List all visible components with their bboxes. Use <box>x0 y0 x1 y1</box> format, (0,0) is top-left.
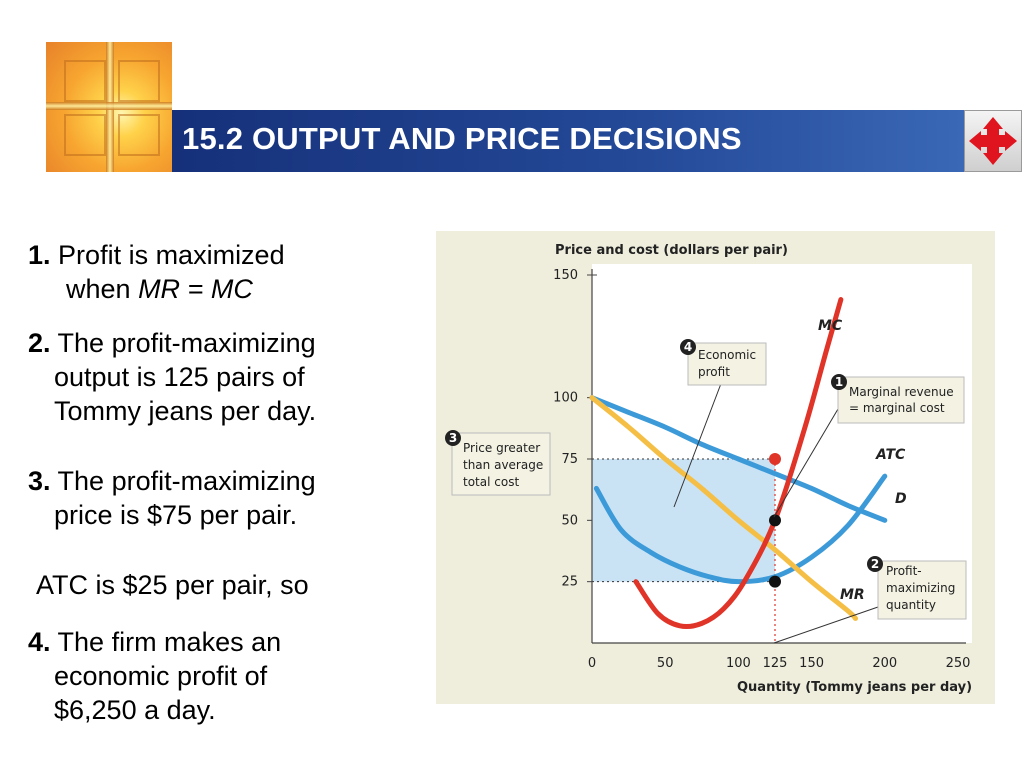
mc-label: MC <box>818 318 843 334</box>
point-4-text: The firm makes an <box>57 627 282 657</box>
mr-curve <box>589 395 859 621</box>
point-2-line-3: Tommy jeans per day. <box>54 396 317 426</box>
point-3-number: 3. <box>28 466 51 496</box>
x-tick-label-100: 100 <box>726 656 751 671</box>
x-tick-label-125: 125 <box>763 656 788 671</box>
annotation-4-line-2: profit <box>698 365 730 379</box>
annotation-1-number: 1 <box>835 375 843 389</box>
point-1-equation: MR = MC <box>138 274 253 304</box>
y-axis-label: Price and cost (dollars per pair) <box>555 243 788 258</box>
annotation-1-line-1: Marginal revenue <box>849 385 954 399</box>
annotation-4: 4 Economic profit <box>673 339 767 508</box>
chart-panel: 0 50 100 125 150 200 250 150 100 75 50 25 Price and… <box>436 231 995 704</box>
annotation-2-line-3: quantity <box>886 598 936 612</box>
point-2-text: The profit-maximizing <box>57 328 316 358</box>
y-tick-label-75: 75 <box>561 452 578 467</box>
point-1: 1. Profit is maximized when MR = MC <box>28 238 285 306</box>
annotation-2-number: 2 <box>871 557 879 571</box>
y-tick-label-150: 150 <box>553 268 578 283</box>
x-axis-label: Quantity (Tommy jeans per day) <box>737 680 972 695</box>
annotation-1-badge <box>831 374 847 390</box>
window-cross-logo <box>46 42 172 172</box>
slide-title: 15.2 OUTPUT AND PRICE DECISIONS <box>182 121 742 156</box>
annotation-3: 3 Price greater than average total cost <box>445 430 551 496</box>
annotation-4-number: 4 <box>684 340 692 354</box>
point-atc: ATC is $25 per pair, so <box>36 568 309 602</box>
point-3: 3. The profit-maximizing price is $75 pe… <box>28 464 316 532</box>
annotation-3-line-1: Price greater <box>463 441 540 455</box>
point-atc-text: ATC is $25 per pair, so <box>36 570 309 600</box>
equilibrium-point-3 <box>769 575 781 588</box>
equilibrium-point-2 <box>769 514 781 527</box>
point-3-text: The profit-maximizing <box>57 466 316 496</box>
annotation-3-number: 3 <box>449 431 457 445</box>
demand-curve <box>589 395 888 523</box>
annotation-4-badge <box>680 339 696 355</box>
y-tick-label-25: 25 <box>561 575 578 590</box>
economic-profit-area <box>592 459 775 582</box>
point-1-text-2: when <box>66 274 139 304</box>
point-4-line-3: $6,250 a day. <box>54 695 216 725</box>
x-tick-label-250: 250 <box>946 656 971 671</box>
annotation-2: 2 Profit- maximizing quantity <box>773 556 967 644</box>
annotation-1: 1 Marginal revenue = marginal cost <box>773 374 965 518</box>
annotation-1-line-2: = marginal cost <box>849 401 945 415</box>
annotation-3-line-2: than average <box>463 458 543 472</box>
point-4-line-2: economic profit of <box>54 661 268 691</box>
annotation-3-line-3: total cost <box>463 475 519 489</box>
x-tick-label-150: 150 <box>799 656 824 671</box>
profit-chart: 0 50 100 125 150 200 250 150 100 75 50 25 Price and… <box>445 243 972 695</box>
x-tick-label-0: 0 <box>588 656 596 671</box>
y-tick-label-100: 100 <box>553 391 578 406</box>
annotation-4-line-1: Economic <box>698 348 756 362</box>
four-way-arrow-icon <box>969 117 1017 165</box>
equilibrium-point-1 <box>769 453 781 465</box>
atc-label: ATC <box>875 447 906 463</box>
title-bar: 15.2 OUTPUT AND PRICE DECISIONS <box>172 110 964 172</box>
point-1-number: 1. <box>28 240 51 270</box>
mr-label: MR <box>840 587 865 603</box>
point-2: 2. The profit-maximizing output is 125 p… <box>28 326 316 428</box>
annotation-2-badge <box>867 556 883 572</box>
point-4-number: 4. <box>28 627 51 657</box>
annotation-2-line-2: maximizing <box>886 581 955 595</box>
point-3-line-2: price is $75 per pair. <box>54 500 298 530</box>
atc-curve <box>593 473 888 585</box>
x-tick-label-200: 200 <box>872 656 897 671</box>
annotation-3-badge <box>445 430 461 446</box>
x-tick-label-50: 50 <box>657 656 674 671</box>
point-2-number: 2. <box>28 328 51 358</box>
point-2-line-2: output is 125 pairs of <box>54 362 305 392</box>
y-tick-label-50: 50 <box>561 513 578 528</box>
demand-label: D <box>895 491 907 507</box>
annotation-2-line-1: Profit- <box>886 564 922 578</box>
nav-button[interactable] <box>964 110 1022 172</box>
mc-curve <box>633 297 844 630</box>
point-1-text: Profit is maximized <box>58 240 285 270</box>
point-4: 4. The firm makes an economic profit of … <box>28 625 281 727</box>
